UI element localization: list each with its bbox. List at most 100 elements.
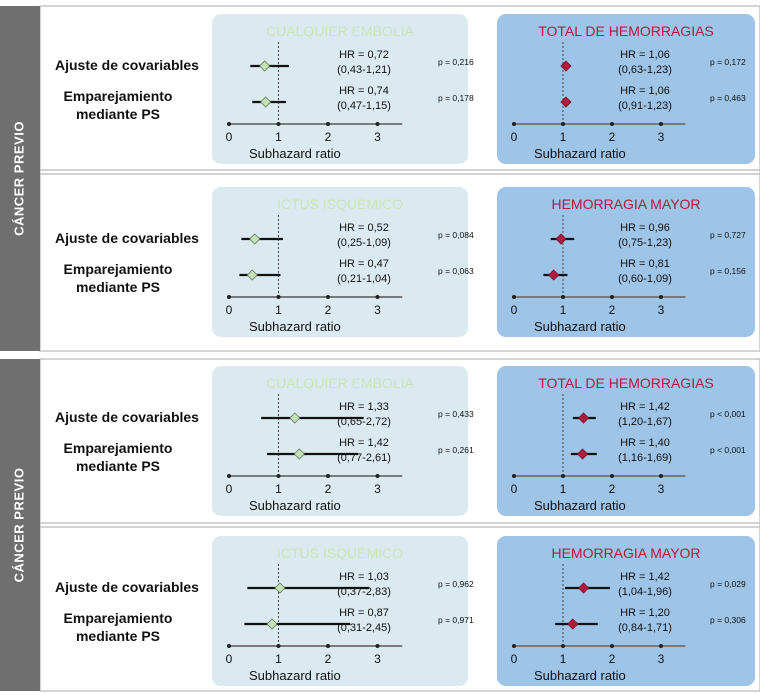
x-tick-label: 3 bbox=[658, 303, 665, 317]
hr-value: HR = 1,42 bbox=[620, 401, 670, 413]
p-value: p = 0,029 bbox=[710, 579, 746, 589]
hr-point bbox=[246, 269, 258, 281]
hr-point bbox=[259, 60, 271, 72]
hr-point bbox=[289, 412, 301, 424]
x-tick-label: 3 bbox=[374, 303, 381, 317]
row-label: Ajuste de covariables bbox=[55, 409, 199, 425]
x-tick-label: 3 bbox=[658, 652, 665, 666]
forest-panel: TOTAL DE HEMORRAGIAS 0 1 2 3 Subhazard ratio H… bbox=[497, 366, 755, 516]
x-tick-mark bbox=[659, 122, 663, 126]
x-axis-label: Subhazard ratio bbox=[534, 146, 626, 161]
x-tick-mark bbox=[610, 295, 614, 299]
x-tick-mark bbox=[276, 644, 281, 648]
x-axis-label: Subhazard ratio bbox=[534, 319, 626, 334]
x-tick-mark bbox=[227, 295, 231, 299]
x-tick-label: 1 bbox=[560, 130, 567, 144]
panel-title: ICTUS ISQUÉMICO bbox=[277, 545, 403, 561]
p-value: p = 0,178 bbox=[438, 93, 474, 103]
ci-value: (0,91-1,23) bbox=[618, 100, 672, 112]
hr-point bbox=[567, 618, 579, 630]
panel-background bbox=[212, 536, 468, 686]
forest-panel: ICTUS ISQUÉMICO 0 1 2 3 Subhazard ratio HR = 1… bbox=[212, 536, 474, 686]
hr-point bbox=[578, 582, 590, 594]
x-tick-mark bbox=[375, 295, 380, 299]
x-axis-label: Subhazard ratio bbox=[249, 668, 341, 683]
x-axis-label: Subhazard ratio bbox=[249, 146, 341, 161]
panel-background bbox=[497, 14, 755, 164]
x-tick-mark bbox=[276, 122, 281, 126]
x-tick-label: 2 bbox=[325, 303, 332, 317]
x-tick-mark bbox=[659, 295, 663, 299]
hr-value: HR = 1,20 bbox=[620, 607, 670, 619]
x-tick-mark bbox=[512, 122, 516, 126]
hr-value: HR = 1,06 bbox=[620, 49, 670, 61]
x-tick-mark bbox=[561, 122, 565, 126]
x-tick-mark bbox=[375, 122, 380, 126]
hr-point bbox=[555, 233, 567, 245]
row-label: Ajuste de covariables bbox=[55, 579, 199, 595]
panel-background bbox=[497, 536, 755, 686]
hr-point bbox=[266, 618, 278, 630]
panel-title: HEMORRAGIA MAYOR bbox=[551, 196, 700, 212]
forest-panel: HEMORRAGIA MAYOR 0 1 2 3 Subhazard ratio HR = … bbox=[497, 536, 755, 686]
x-tick-mark bbox=[375, 474, 380, 478]
x-tick-label: 0 bbox=[226, 652, 233, 666]
sidebar-band bbox=[0, 6, 40, 351]
x-tick-label: 1 bbox=[560, 482, 567, 496]
forest-panel: ICTUS ISQUÉMICO 0 1 2 3 Subhazard ratio HR = 0… bbox=[212, 187, 474, 337]
x-tick-mark bbox=[326, 644, 330, 648]
forest-panel: TOTAL DE HEMORRAGIAS 0 1 2 3 Subhazard ratio H… bbox=[497, 14, 755, 164]
p-value: p = 0,063 bbox=[438, 266, 474, 276]
x-axis-label: Subhazard ratio bbox=[534, 668, 626, 683]
hr-value: HR = 0,47 bbox=[339, 258, 389, 270]
x-tick-mark bbox=[276, 295, 281, 299]
panel-background bbox=[497, 187, 755, 337]
hr-point bbox=[560, 96, 572, 108]
x-tick-label: 2 bbox=[609, 652, 616, 666]
hr-value: HR = 0,87 bbox=[339, 607, 389, 619]
panel-background bbox=[212, 366, 468, 516]
x-tick-label: 1 bbox=[275, 482, 282, 496]
row-label: Emparejamiento mediante PS bbox=[64, 261, 173, 295]
x-tick-mark bbox=[227, 644, 231, 648]
x-tick-mark bbox=[561, 474, 565, 478]
hr-point bbox=[548, 269, 560, 281]
x-tick-mark bbox=[561, 644, 565, 648]
side-label: CÁNCER PREVIO bbox=[11, 121, 26, 236]
panel-title: ICTUS ISQUÉMICO bbox=[277, 196, 403, 212]
p-value: p = 0,216 bbox=[438, 57, 474, 67]
p-value: p = 0,084 bbox=[438, 230, 474, 240]
p-value: p = 0,306 bbox=[710, 615, 746, 625]
sidebar-band bbox=[0, 359, 40, 691]
x-tick-mark bbox=[512, 295, 516, 299]
x-tick-label: 0 bbox=[511, 130, 518, 144]
panel-background bbox=[212, 14, 468, 164]
hr-value: HR = 0,81 bbox=[620, 258, 670, 270]
x-tick-label: 0 bbox=[511, 482, 518, 496]
x-tick-mark bbox=[561, 295, 565, 299]
forest-panel: CUALQUIER EMBOLIA 0 1 2 3 Subhazard ratio HR =… bbox=[212, 14, 474, 164]
x-tick-label: 1 bbox=[560, 652, 567, 666]
panel-background bbox=[497, 366, 755, 516]
ci-value: (0,63-1,23) bbox=[618, 64, 672, 76]
ci-value: (0,21-1,04) bbox=[337, 273, 391, 285]
x-tick-mark bbox=[659, 644, 663, 648]
x-tick-label: 0 bbox=[226, 130, 233, 144]
x-tick-label: 1 bbox=[275, 130, 282, 144]
hr-point bbox=[560, 60, 572, 72]
hr-value: HR = 1,06 bbox=[620, 85, 670, 97]
p-value: p = 0,962 bbox=[438, 579, 474, 589]
ci-value: (0,60-1,09) bbox=[618, 273, 672, 285]
ci-value: (1,04-1,96) bbox=[618, 586, 672, 598]
x-tick-label: 1 bbox=[560, 303, 567, 317]
hr-point bbox=[577, 448, 589, 460]
ci-value: (0,77-2,61) bbox=[337, 452, 391, 464]
x-tick-label: 3 bbox=[658, 130, 665, 144]
row-label: Emparejamiento mediante PS bbox=[64, 88, 173, 122]
p-value: p = 0,727 bbox=[710, 230, 746, 240]
ci-value: (0,75-1,23) bbox=[618, 237, 672, 249]
hr-value: HR = 0,96 bbox=[620, 222, 670, 234]
x-tick-mark bbox=[326, 295, 330, 299]
hr-value: HR = 0,72 bbox=[339, 49, 389, 61]
